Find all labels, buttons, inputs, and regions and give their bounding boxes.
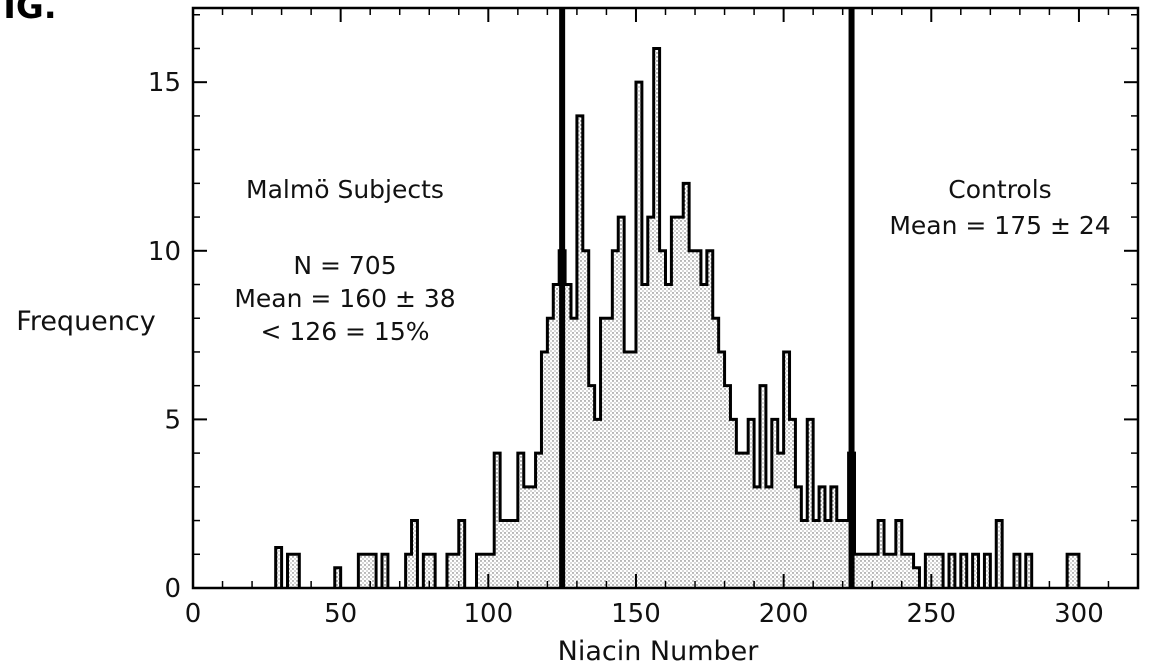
malmo-n: N = 705: [293, 251, 396, 280]
controls-title: Controls: [948, 175, 1051, 204]
malmo-threshold: < 126 = 15%: [260, 317, 429, 346]
x-tick-label: 200: [759, 599, 809, 629]
y-axis-title: Frequency: [16, 306, 156, 337]
x-tick-label: 250: [906, 599, 956, 629]
x-axis-title: Niacin Number: [558, 636, 760, 667]
x-tick-label: 0: [185, 599, 202, 629]
y-tick-label: 0: [164, 574, 181, 604]
y-tick-label: 15: [148, 68, 181, 98]
y-tick-label: 10: [148, 237, 181, 267]
histogram-outline: [274, 46, 1081, 588]
axis-ticks: 0 50 100 150 200 250 300 0 5 10 15: [148, 8, 1138, 629]
x-tick-label: 100: [463, 599, 513, 629]
x-tick-label: 300: [1054, 599, 1104, 629]
histogram-fill: [275, 48, 1079, 589]
y-tick-label: 5: [164, 405, 181, 435]
malmo-mean: Mean = 160 ± 38: [234, 284, 455, 313]
plot-area: [274, 8, 1081, 589]
malmo-title: Malmö Subjects: [246, 175, 444, 204]
x-tick-label: 50: [324, 599, 357, 629]
figure-label: FIG.: [0, 0, 57, 27]
x-tick-label: 150: [611, 599, 661, 629]
controls-mean: Mean = 175 ± 24: [889, 211, 1110, 240]
